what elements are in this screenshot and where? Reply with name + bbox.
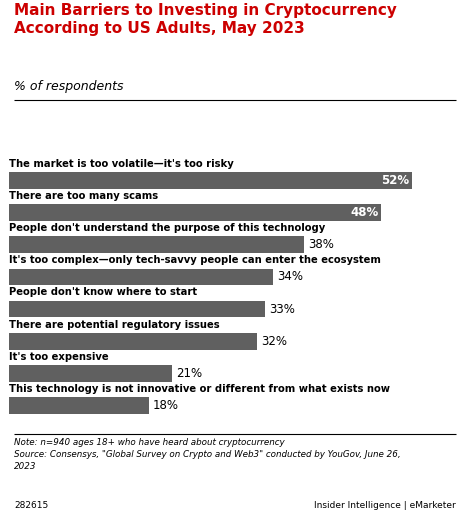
Text: 33%: 33% xyxy=(269,303,295,316)
Text: 38%: 38% xyxy=(308,238,334,251)
Text: % of respondents: % of respondents xyxy=(14,80,124,93)
Text: There are potential regulatory issues: There are potential regulatory issues xyxy=(9,320,220,329)
Bar xyxy=(9,301,265,318)
Bar xyxy=(9,204,382,221)
Bar xyxy=(9,333,258,350)
Text: Note: n=940 ages 18+ who have heard about cryptocurrency
Source: Consensys, "Glo: Note: n=940 ages 18+ who have heard abou… xyxy=(14,438,401,471)
Bar xyxy=(9,397,149,414)
Text: 52%: 52% xyxy=(381,174,409,187)
Bar xyxy=(9,236,304,253)
Text: 34%: 34% xyxy=(277,270,303,283)
Bar xyxy=(9,172,413,189)
Bar xyxy=(9,365,172,382)
Text: There are too many scams: There are too many scams xyxy=(9,191,158,201)
Text: It's too expensive: It's too expensive xyxy=(9,352,109,362)
Text: Main Barriers to Investing in Cryptocurrency
According to US Adults, May 2023: Main Barriers to Investing in Cryptocurr… xyxy=(14,3,397,35)
Text: 48%: 48% xyxy=(350,206,378,219)
Text: 21%: 21% xyxy=(176,367,202,380)
Text: The market is too volatile—it's too risky: The market is too volatile—it's too risk… xyxy=(9,159,234,169)
Text: People don't know where to start: People don't know where to start xyxy=(9,287,197,298)
Text: Insider Intelligence | eMarketer: Insider Intelligence | eMarketer xyxy=(314,501,456,510)
Text: People don't understand the purpose of this technology: People don't understand the purpose of t… xyxy=(9,223,326,233)
Text: 282615: 282615 xyxy=(14,501,48,510)
Text: 18%: 18% xyxy=(153,399,179,412)
Text: 32%: 32% xyxy=(261,335,287,348)
Text: This technology is not innovative or different from what exists now: This technology is not innovative or dif… xyxy=(9,384,391,394)
Bar xyxy=(9,268,273,285)
Text: It's too complex—only tech-savvy people can enter the ecosystem: It's too complex—only tech-savvy people … xyxy=(9,255,381,265)
